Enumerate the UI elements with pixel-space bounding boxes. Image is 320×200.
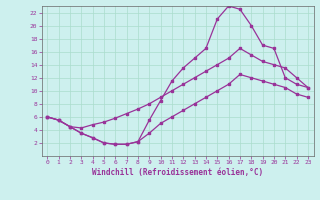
X-axis label: Windchill (Refroidissement éolien,°C): Windchill (Refroidissement éolien,°C) bbox=[92, 168, 263, 177]
